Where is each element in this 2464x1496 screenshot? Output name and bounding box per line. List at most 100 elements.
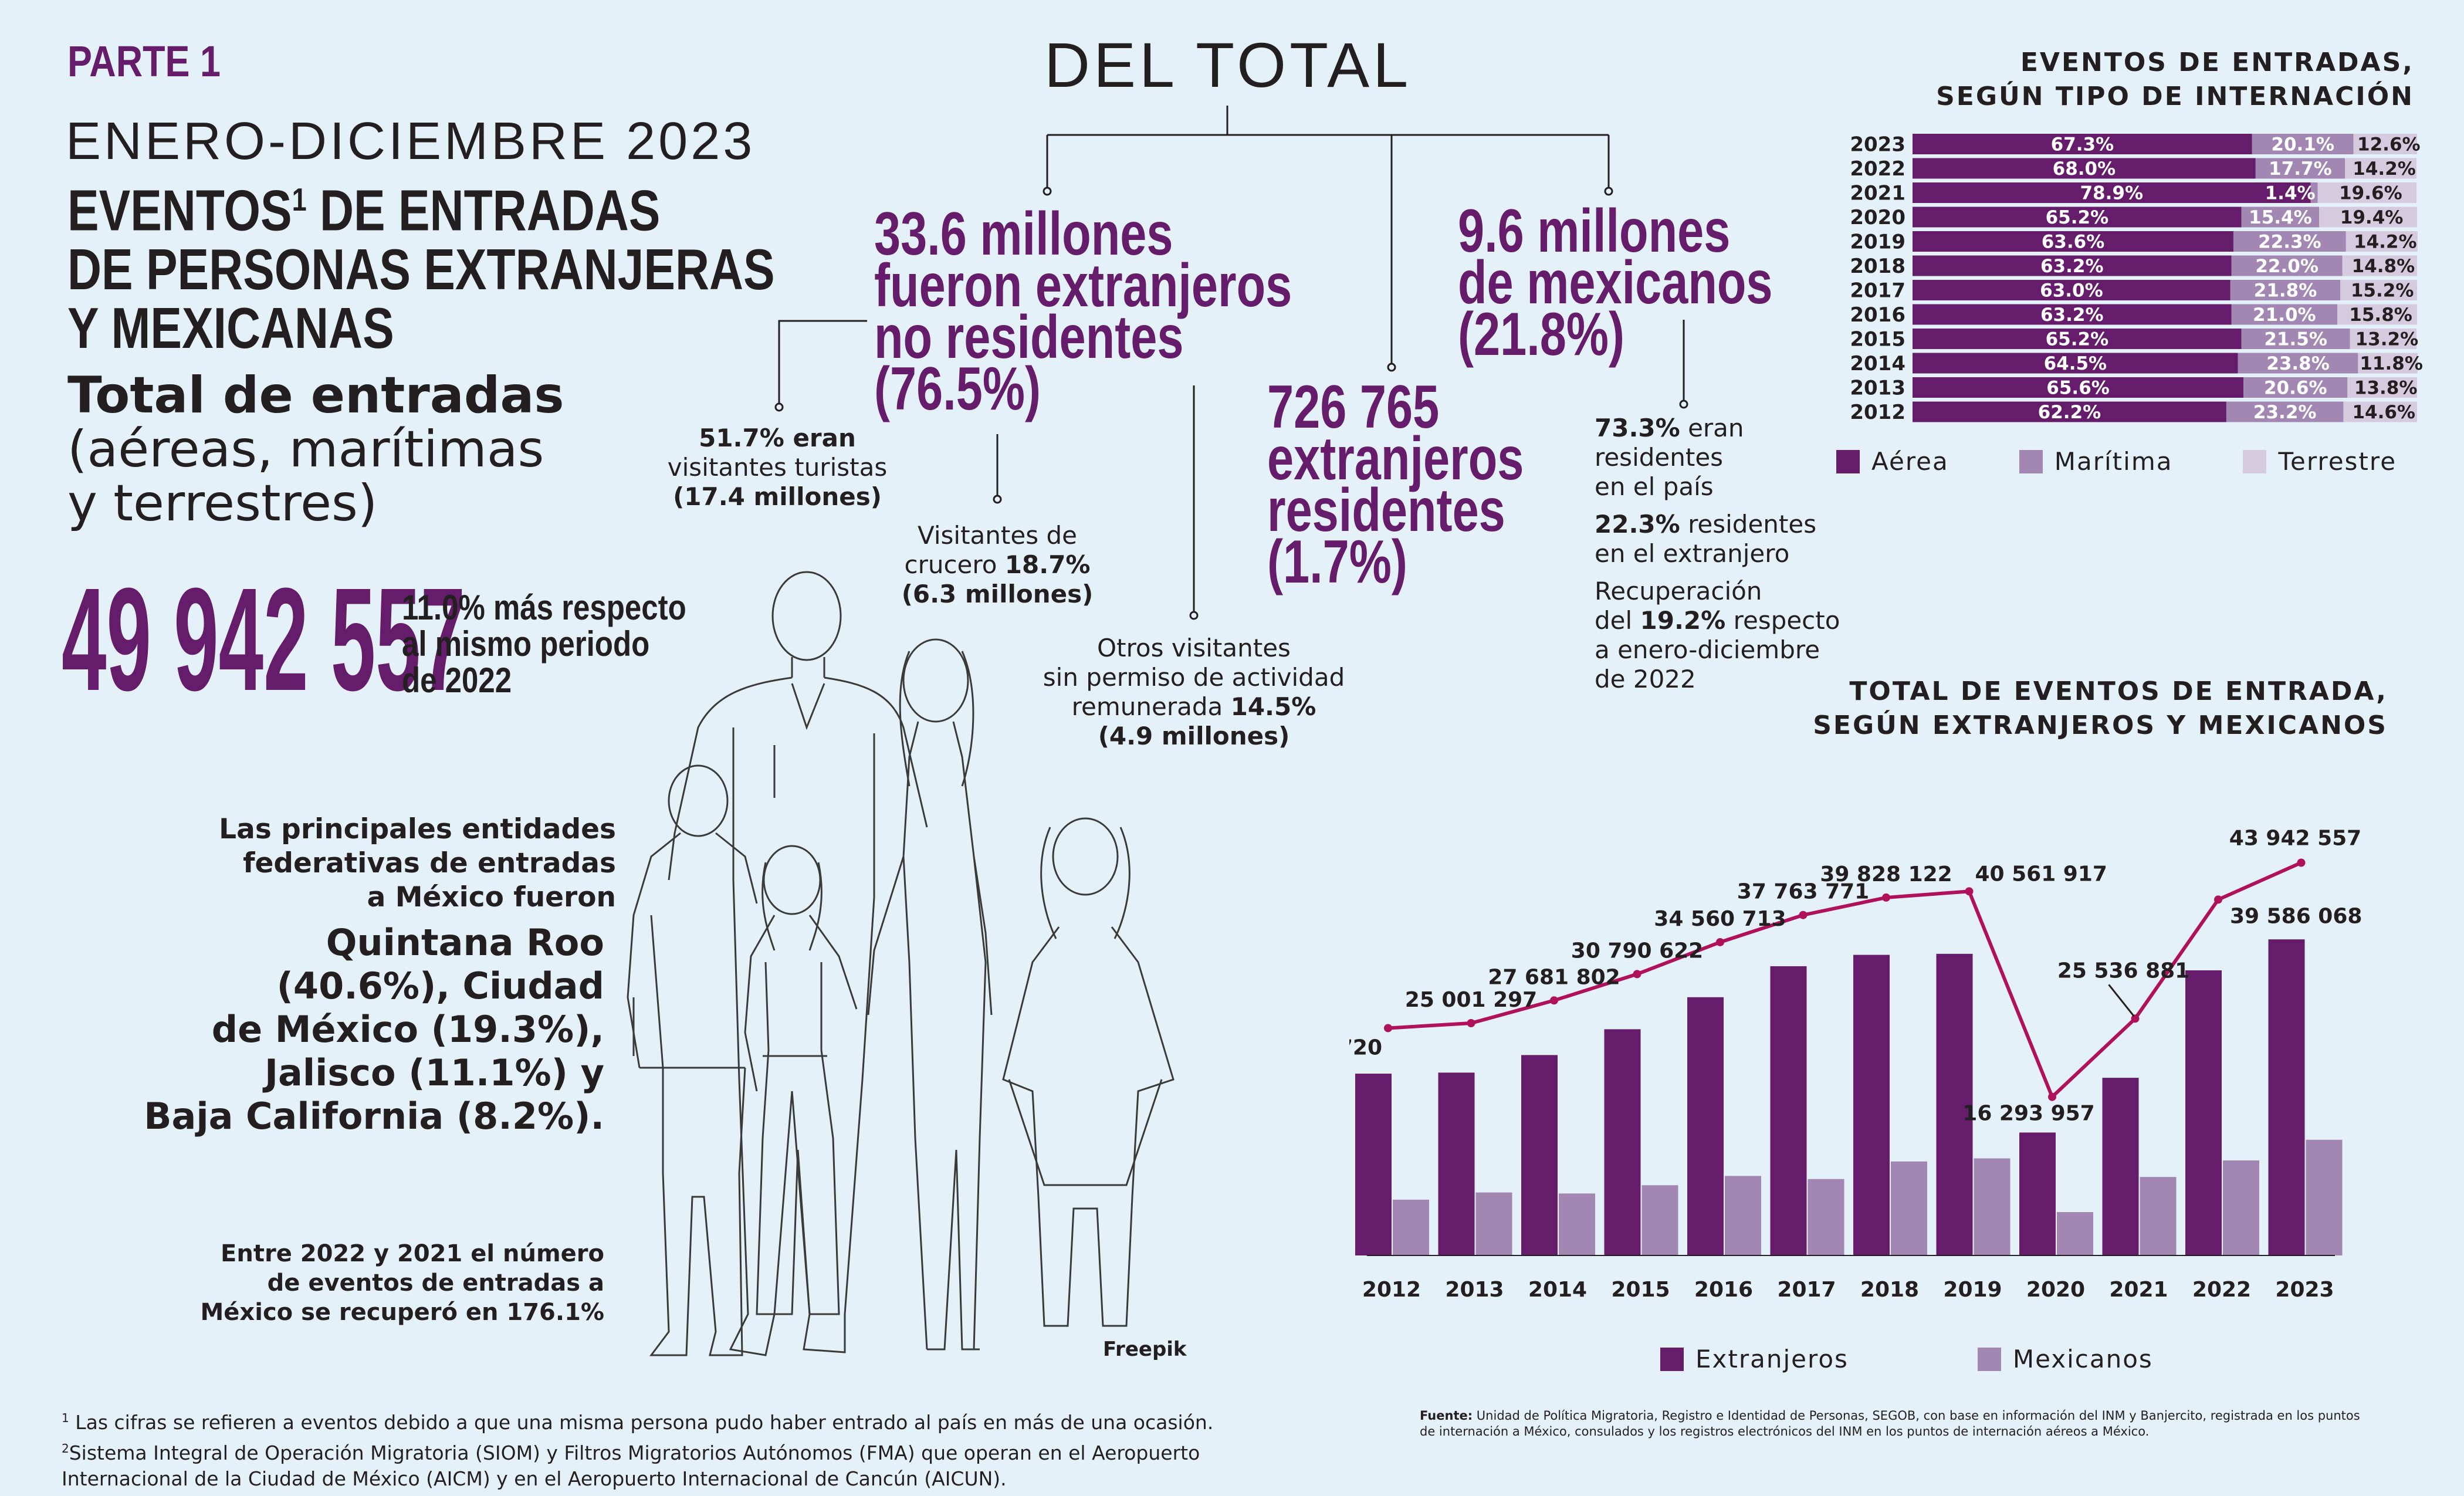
- mexicanos-bar: [1725, 1176, 1761, 1255]
- total-line-point: [1716, 937, 1724, 946]
- total-line-point: [1467, 1019, 1475, 1028]
- type-bar-segment: [1913, 182, 2311, 203]
- type-bar-label: 65.2%: [2046, 329, 2109, 350]
- extranjeros-bar: [1853, 955, 1890, 1255]
- footnote2-line2: Internacional de la Ciudad de México (AI…: [62, 1467, 1007, 1490]
- recovery-line1: Entre 2022 y 2021 el número: [221, 1240, 604, 1267]
- type-bar-segment: [2241, 207, 2320, 228]
- tourists-line3: (17.4 millones): [673, 482, 882, 511]
- entities-line3: de México (19.3%),: [211, 1008, 604, 1051]
- mex-recov-line3: a enero-diciembre: [1595, 635, 1820, 664]
- total-year-label: 2018: [1860, 1278, 1919, 1302]
- nonresident-block: 33.6 millones fueron extranjeros no resi…: [874, 200, 1292, 419]
- cruise-line1: Visitantes de: [918, 521, 1077, 550]
- legend-label-extranjeros: Extranjeros: [1695, 1345, 1849, 1373]
- res-line4: (1.7%): [1267, 528, 1407, 596]
- type-bar-segment: [2358, 353, 2418, 374]
- type-bar-label: 22.0%: [2255, 256, 2319, 277]
- extranjeros-bar: [2019, 1132, 2056, 1255]
- type-bar-segment: [2241, 329, 2350, 349]
- type-bar-label: 78.9%: [2080, 183, 2143, 204]
- main-title: EVENTOS1 DE ENTRADAS DE PERSONAS EXTRANJ…: [67, 170, 775, 357]
- total-line-point: [1633, 970, 1641, 979]
- entities-intro-line3: a México fueron: [367, 881, 616, 913]
- others-line2: sin permiso de actividad: [1043, 663, 1345, 692]
- tourists-note: 51.7% eran visitantes turistas (17.4 mil…: [645, 424, 909, 512]
- type-bar-label: 20.1%: [2271, 134, 2334, 155]
- total-chart-title-line1: TOTAL DE EVENTOS DE ENTRADA,: [1849, 676, 2388, 706]
- type-year-label: 2015: [1850, 328, 1905, 351]
- mex-abroad-pct: 22.3%: [1595, 510, 1680, 539]
- type-bar-label: 63.6%: [2042, 232, 2105, 253]
- mexicanos-bar: [1891, 1161, 1927, 1255]
- source-line2: de internación a México, consulados y lo…: [1420, 1424, 2150, 1439]
- extranjeros-bar: [2185, 970, 2222, 1255]
- type-bar-segment: [2340, 280, 2417, 300]
- type-bar-label: 21.5%: [2264, 329, 2327, 350]
- type-bar-segment: [1913, 280, 2231, 300]
- recovery-line3: México se recuperó en 176.1%: [200, 1299, 605, 1326]
- type-bar-segment: [2350, 329, 2417, 349]
- total-line-label: 25 536 881: [2057, 959, 2189, 983]
- others-note: Otros visitantes sin permiso de activida…: [1030, 634, 1358, 751]
- resident-block: 726 765 extranjeros residentes (1.7%): [1267, 373, 1524, 596]
- extranjeros-bar: [1438, 1072, 1475, 1255]
- type-year-label: 2018: [1850, 255, 1905, 278]
- type-bar-label: 67.3%: [2051, 134, 2114, 155]
- type-bar-segment: [2317, 182, 2417, 203]
- title-line2: DE PERSONAS EXTRANJERAS: [67, 236, 775, 302]
- type-bar-label: 63.0%: [2040, 280, 2103, 302]
- type-bar-segment: [2231, 304, 2338, 325]
- type-year-label: 2012: [1850, 401, 1905, 424]
- footnotes: 1 Las cifras se refieren a eventos debid…: [62, 1405, 1305, 1492]
- nonres-line2: fueron extranjeros: [874, 252, 1292, 320]
- type-bar-label: 21.0%: [2253, 304, 2316, 326]
- type-bar-segment: [1913, 377, 2244, 398]
- type-bar-label: 14.2%: [2353, 158, 2416, 180]
- others-pct: 14.5%: [1230, 692, 1316, 721]
- mexicanos-bar: [1808, 1179, 1844, 1255]
- total-line-label: 24 414 720: [1349, 1035, 1382, 1060]
- mexicanos-bar: [2223, 1160, 2259, 1255]
- type-bar-label: 17.7%: [2269, 158, 2332, 180]
- res-line3: residentes: [1267, 476, 1505, 544]
- legend-item-aerea: Aérea: [1836, 447, 1949, 476]
- mex-recov-line2c: respecto: [1725, 606, 1840, 635]
- total-line: [1387, 861, 2302, 1100]
- girl-right-figure: [1002, 817, 1175, 1327]
- type-bar-segment: [2319, 207, 2417, 228]
- nonres-line1: 33.6 millones: [874, 200, 1173, 268]
- type-chart-title-line2: SEGÚN TIPO DE INTERNACIÓN: [1936, 82, 2414, 111]
- period-label: ENERO-DICIEMBRE 2023: [66, 112, 756, 171]
- extranjeros-bar: [1770, 966, 1807, 1255]
- mexicanos-bar: [1641, 1185, 1678, 1255]
- mexican-details: 73.3% eran residentes en el país 22.3% r…: [1595, 414, 1900, 694]
- others-line1: Otros visitantes: [1097, 634, 1291, 662]
- type-bar-label: 62.2%: [2038, 402, 2101, 423]
- legend-swatch-aerea: [1836, 449, 1860, 473]
- mex-abroad-text: residentes: [1680, 510, 1817, 539]
- type-bar-label: 68.0%: [2053, 158, 2116, 180]
- total-line-point: [1550, 996, 1558, 1005]
- connector-tourists: [778, 320, 867, 405]
- res-line1: 726 765: [1267, 373, 1440, 441]
- total-year-label: 2013: [1445, 1278, 1504, 1302]
- type-bar-segment: [2347, 377, 2417, 398]
- type-year-label: 2021: [1850, 182, 1905, 205]
- total-line-label: 39 828 122: [1820, 862, 1952, 886]
- type-bar-label: 14.8%: [2352, 256, 2415, 277]
- connector-dot: [1387, 363, 1396, 372]
- type-bar-label: 20.6%: [2264, 378, 2327, 399]
- type-bar-segment: [1913, 401, 2226, 422]
- type-bar-label: 23.8%: [2266, 353, 2330, 374]
- growth-line2: al mismo periodo: [402, 624, 650, 664]
- type-bar-label: 15.4%: [2249, 207, 2312, 228]
- extranjeros-bar: [1936, 953, 1973, 1255]
- total-line-point: [2297, 858, 2306, 867]
- total-year-label: 2023: [2275, 1278, 2334, 1302]
- type-bar-segment: [1913, 134, 2252, 154]
- footnote1-num: 1: [62, 1411, 69, 1425]
- type-bar-segment: [2231, 255, 2343, 276]
- extranjeros-bar: [1355, 1074, 1392, 1255]
- recovery-line2: de eventos de entradas a: [267, 1270, 604, 1297]
